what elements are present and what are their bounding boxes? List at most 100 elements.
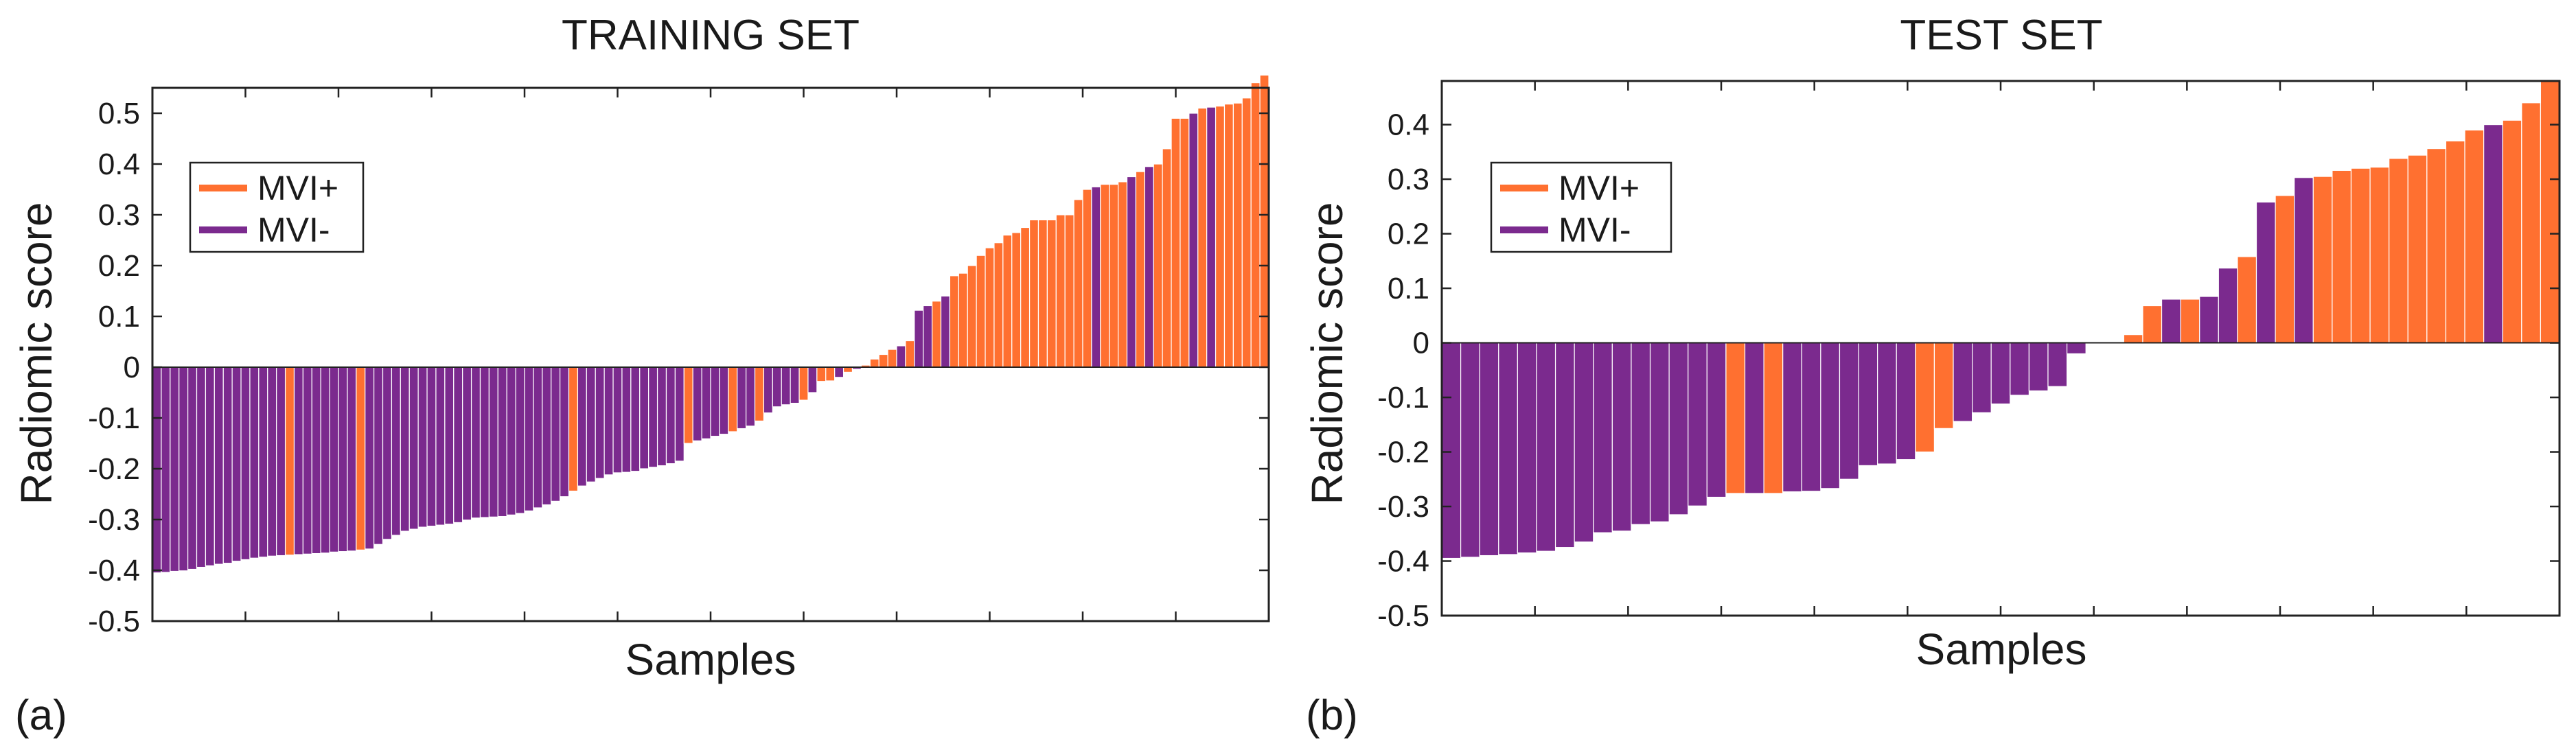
bar-mvi-minus [400,366,410,532]
bar-mvi-plus [2237,256,2257,344]
bar-mvi-minus [1953,342,1973,422]
bar-mvi-minus [896,345,906,368]
bar-mvi-minus [560,366,570,498]
bar-mvi-plus [1223,104,1234,368]
bar-mvi-minus [1801,342,1821,492]
y-tick-label: -0.3 [88,503,140,537]
bar-mvi-minus [719,366,729,435]
bar-mvi-minus [834,366,844,378]
bar-mvi-plus [2350,167,2371,344]
bar-mvi-minus [807,366,818,393]
bar-mvi-plus [2426,148,2447,344]
bar-mvi-minus [267,366,277,557]
bar-mvi-minus [630,366,641,472]
plot-frame [1440,80,2561,617]
bar-mvi-minus [621,366,632,473]
bar-mvi-minus [533,366,543,509]
bar-mvi-plus [2142,305,2163,344]
bar-mvi-minus [231,366,242,562]
bar-mvi-minus [763,366,773,414]
y-tick-label: 0.5 [98,97,140,130]
bar-mvi-minus [524,366,534,512]
x-axis-label: Samples [1916,625,2087,674]
bar-mvi-plus [1180,117,1190,368]
bar-mvi-minus [179,366,189,572]
bar-mvi-plus [1259,74,1269,368]
bar-mvi-minus [338,366,348,552]
bar-mvi-plus [1046,219,1057,368]
bar-mvi-plus [1011,232,1022,368]
bar-mvi-minus [187,366,198,570]
bar-mvi-minus [595,366,605,479]
bar-mvi-plus [284,366,295,556]
legend: MVI+ MVI- [1490,161,1672,253]
bar-mvi-plus [2502,119,2522,344]
y-tick-label: 0.4 [1388,108,1429,142]
bar-mvi-plus [905,340,915,368]
bar-mvi-minus [373,366,384,545]
legend-label-mvi-minus: MVI- [257,211,330,249]
bar-mvi-minus [320,366,330,554]
bar-mvi-plus [356,366,366,550]
bar-mvi-plus [2521,102,2542,344]
bar-mvi-minus [1990,342,2011,405]
bar-mvi-minus [914,310,924,368]
y-tick-label: 0.2 [98,249,140,283]
bar-mvi-minus [276,366,286,557]
y-tick-label: 0.3 [98,198,140,232]
bar-mvi-minus [665,366,676,465]
bar-mvi-minus [586,366,596,482]
bar-mvi-plus [1250,82,1261,368]
bar-mvi-minus [781,366,791,406]
bar-mvi-plus [1915,342,1935,453]
bar-mvi-minus [772,366,782,408]
bar-mvi-minus [444,366,455,525]
bar-mvi-minus [1574,342,1594,543]
bar-mvi-plus [1118,181,1128,368]
bar-mvi-minus [196,366,207,568]
bar-mvi-plus [683,366,693,444]
bar-mvi-minus [648,366,658,468]
bar-mvi-plus [1064,214,1074,368]
bar-mvi-plus [949,275,959,368]
bar-mvi-plus [1002,235,1013,368]
y-tick-label: -0.5 [1377,599,1429,633]
bar-mvi-minus [249,366,260,559]
bar-mvi-plus [2389,158,2408,344]
bar-mvi-minus [790,366,800,404]
bar-mvi-plus [842,366,853,373]
legend-label-mvi-plus: MVI+ [1559,169,1640,207]
bar-mvi-minus [1441,342,1462,559]
bar-mvi-plus [1725,342,1746,494]
bar-mvi-minus [1593,342,1613,533]
bar-mvi-minus [2028,342,2049,392]
y-axis-label: Radiomic score [12,202,61,504]
plot-area: -0.5 -0.4 -0.3 -0.2 -0.1 0 0.1 0.2 0.3 0.4 [1377,80,2561,633]
bar-mvi-minus [1206,106,1217,368]
bar-mvi-plus [869,358,879,368]
bar-mvi-minus [2294,177,2314,344]
bar-mvi-plus [728,366,738,432]
bar-mvi-plus [1215,106,1226,368]
bar-mvi-minus [382,366,393,540]
bar-mvi-minus [1782,342,1802,493]
bar-mvi-minus [1091,186,1101,368]
panel-label: (a) [15,692,67,739]
chart-title: TEST SET [1900,12,2102,59]
bar-mvi-plus [887,349,897,368]
bar-mvi-minus [365,366,375,550]
bar-mvi-plus [1082,189,1092,368]
bar-mvi-plus [2275,195,2295,344]
bar-mvi-plus [1171,117,1181,368]
bar-mvi-minus [1858,342,1878,466]
y-tick-label: -0.5 [88,605,140,638]
bar-mvi-minus [1706,342,1727,498]
y-tick-label: -0.4 [1377,545,1429,579]
legend-box [1490,161,1672,253]
bar-mvi-minus [656,366,667,467]
bar-mvi-minus [311,366,321,555]
bar-mvi-plus [2180,299,2200,344]
bar-mvi-plus [2540,80,2560,344]
bar-mvi-minus [2255,201,2276,344]
